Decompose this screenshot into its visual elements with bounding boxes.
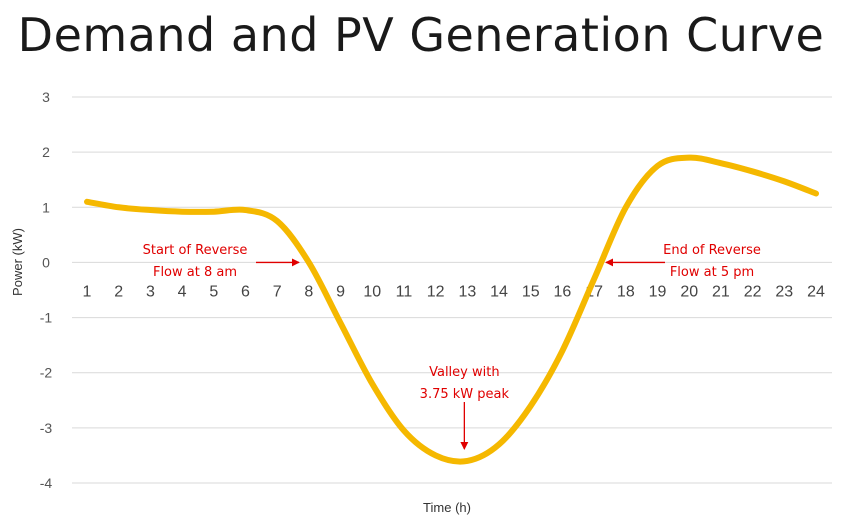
y-tick-labels: 3 2 1 0 -1 -2 -3 -4 — [40, 89, 53, 491]
x-tick-label: 15 — [522, 283, 540, 300]
x-tick-label: 10 — [363, 283, 381, 300]
x-tick-label: 11 — [396, 283, 413, 300]
x-tick-label: 21 — [712, 283, 730, 300]
y-tick-label: 2 — [42, 144, 50, 160]
data-point-18 — [623, 205, 628, 210]
y-tick-label: -1 — [40, 310, 53, 326]
y-tick-label: -3 — [40, 420, 53, 436]
annotation-end-reverse-line-1: End of Reverse — [663, 243, 761, 258]
x-tick-label: 8 — [304, 283, 313, 300]
x-tick-label: 2 — [114, 283, 123, 300]
data-point-3 — [148, 208, 153, 213]
data-point-12 — [433, 453, 438, 458]
gridlines — [72, 96, 832, 484]
data-points — [85, 155, 819, 463]
annotation-start-reverse-line-2: Flow at 8 am — [153, 265, 237, 280]
x-tick-label: 9 — [336, 283, 345, 300]
data-point-15 — [528, 403, 533, 408]
data-point-2 — [116, 205, 121, 210]
y-tick-label: -2 — [40, 365, 53, 381]
series-line-power — [84, 154, 819, 465]
x-tick-label: 13 — [458, 283, 476, 300]
x-tick-label: 7 — [273, 283, 282, 300]
data-point-4 — [180, 209, 185, 214]
data-point-11 — [401, 428, 406, 433]
data-point-13 — [465, 458, 470, 463]
x-tick-label: 1 — [83, 283, 92, 300]
x-tick-label: 18 — [617, 283, 635, 300]
x-tick-label: 14 — [490, 283, 508, 300]
data-point-21 — [718, 161, 723, 166]
annotation-valley-line-2: 3.75 kW peak — [420, 387, 510, 402]
x-axis-label: Time (h) — [423, 500, 471, 515]
y-tick-label: 1 — [42, 199, 50, 215]
y-tick-label: 3 — [42, 89, 50, 105]
y-tick-label: -4 — [40, 475, 53, 491]
data-point-7 — [275, 219, 280, 224]
x-tick-label: 4 — [178, 283, 187, 300]
data-point-9 — [338, 321, 343, 326]
annotations: Start of Reverse Flow at 8 am End of Rever… — [143, 243, 761, 450]
data-point-20 — [687, 155, 692, 160]
x-tick-label: 23 — [775, 283, 793, 300]
x-tick-label: 12 — [427, 283, 445, 300]
x-tick-labels: 1 2 3 4 5 6 7 8 9 10 11 12 13 14 15 16 17 18 19 20 21 22 23 24 — [83, 283, 825, 300]
data-point-10 — [370, 381, 375, 386]
chart-title: Demand and PV Generation Curve — [17, 8, 825, 62]
data-point-22 — [750, 169, 755, 174]
x-tick-label: 22 — [744, 283, 762, 300]
data-point-5 — [211, 209, 216, 214]
data-point-19 — [655, 163, 660, 168]
annotation-end-reverse-line-2: Flow at 5 pm — [670, 265, 754, 280]
x-tick-label: 5 — [209, 283, 218, 300]
x-tick-label: 19 — [649, 283, 667, 300]
x-tick-label: 16 — [554, 283, 572, 300]
data-point-16 — [560, 348, 565, 353]
x-tick-label: 3 — [146, 283, 155, 300]
data-point-23 — [782, 179, 787, 184]
data-point-14 — [497, 442, 502, 447]
data-point-6 — [243, 208, 248, 213]
data-point-17 — [592, 276, 597, 281]
y-axis-label: Power (kW) — [10, 228, 25, 296]
data-point-1 — [85, 199, 90, 204]
y-tick-label: 0 — [42, 254, 50, 270]
data-point-8 — [306, 260, 311, 265]
annotation-start-reverse-line-1: Start of Reverse — [143, 243, 248, 258]
data-point-24 — [814, 191, 819, 196]
annotation-valley-line-1: Valley with — [429, 365, 499, 380]
x-tick-label: 20 — [680, 283, 698, 300]
x-tick-label: 24 — [807, 283, 825, 300]
x-tick-label: 6 — [241, 283, 250, 300]
